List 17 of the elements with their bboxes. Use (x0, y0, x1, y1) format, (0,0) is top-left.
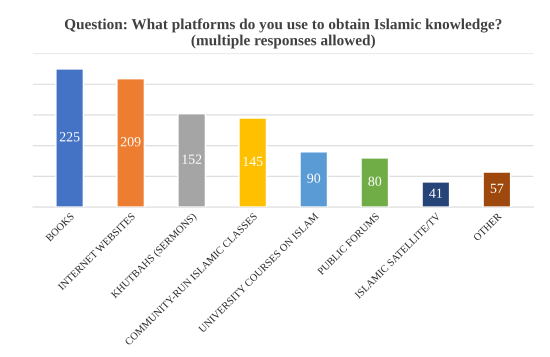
data-label: 90 (307, 174, 320, 183)
bar (238, 117, 268, 208)
data-label: 57 (490, 184, 504, 194)
data-label: 145 (244, 156, 263, 166)
data-label: 41 (429, 188, 442, 198)
bar (177, 113, 206, 208)
bar (116, 78, 146, 208)
chart-title: Question: What platforms do you use to obtain Islamic knowledge? (multiple responses allowed) (64, 18, 502, 48)
data-label: 225 (60, 132, 80, 142)
bar (421, 181, 450, 208)
bar (299, 151, 328, 208)
data-label: 209 (120, 136, 141, 146)
bar (55, 68, 84, 208)
data-label: 80 (368, 176, 382, 186)
bar (482, 171, 512, 208)
data-label: 152 (182, 154, 202, 164)
bar (360, 157, 390, 208)
